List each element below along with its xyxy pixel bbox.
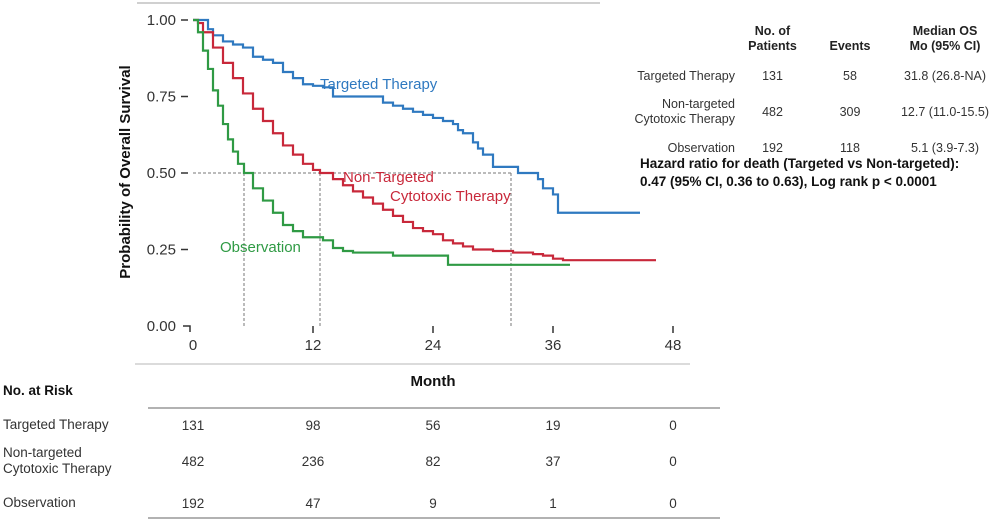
summary-header-events: Events: [829, 39, 871, 53]
x-tick-label: 0: [189, 337, 197, 354]
y-tick-label: 1.00: [147, 12, 176, 29]
summary-patients: 192: [762, 140, 783, 155]
summary-row: Targeted Therapy 131 58 31.8 (26.8-NA): [600, 58, 1000, 94]
summary-header-patients: No. of Patients: [748, 24, 797, 53]
risk-value: 482: [181, 453, 205, 469]
risk-value: 236: [301, 453, 325, 469]
risk-value: 56: [425, 417, 441, 433]
y-axis-title: Probability of Overall Survival: [117, 65, 134, 278]
summary-header-group: [600, 24, 735, 58]
x-tick-label: 36: [545, 337, 562, 354]
summary-median-os: 5.1 (3.9-7.3): [910, 140, 980, 155]
risk-row: Targeted Therapy 131 98 56 19 0: [0, 410, 720, 440]
risk-value: 47: [305, 495, 321, 511]
series-label-targeted-therapy: Targeted Therapy: [320, 76, 438, 93]
x-tick-label: 12: [305, 337, 322, 354]
risk-row-label: Targeted Therapy: [3, 417, 109, 432]
risk-table-title: No. at Risk: [3, 383, 73, 398]
risk-value: 19: [545, 417, 561, 433]
x-axis-title: Month: [411, 373, 456, 390]
summary-group: Non-targeted Cytotoxic Therapy: [634, 97, 735, 126]
risk-row: Non-targeted Cytotoxic Therapy 482 236 82 37 0: [0, 445, 720, 476]
summary-group: Observation: [667, 140, 735, 155]
risk-row: Observation 192 47 9 1 0: [0, 488, 720, 518]
risk-row-label: Non-targeted Cytotoxic Therapy: [3, 445, 112, 476]
x-tick-label: 24: [425, 337, 442, 354]
summary-group: Targeted Therapy: [637, 68, 735, 83]
series-label-non-targeted-cytotoxic: Non-Targeted Cytotoxic Therapy: [343, 169, 511, 205]
y-tick-label: 0.50: [147, 165, 176, 182]
summary-events: 58: [843, 68, 857, 83]
summary-row: Non-targeted Cytotoxic Therapy 482 309 12.7 …: [600, 94, 1000, 130]
summary-median-os: 12.7 (11.0-15.5): [900, 104, 990, 119]
hazard-ratio-annotation: Hazard ratio for death (Targeted vs Non-…: [640, 156, 960, 189]
risk-value: 98: [305, 417, 321, 433]
summary-median-os: 31.8 (26.8-NA): [904, 68, 986, 83]
risk-row-label: Observation: [3, 495, 76, 510]
km-curve-targeted-therapy: [193, 18, 640, 214]
y-tick-label: 0.75: [147, 89, 176, 106]
risk-value: 131: [181, 417, 205, 433]
summary-patients: 131: [762, 68, 783, 83]
km-curve-observation: [193, 18, 570, 266]
summary-patients: 482: [762, 104, 783, 119]
y-tick-label: 0.25: [147, 242, 176, 259]
risk-value: 0: [669, 495, 677, 511]
risk-value: 0: [669, 417, 677, 433]
risk-value: 0: [669, 453, 677, 469]
summary-table: No. of Patients Events Median OS Mo (95% C…: [600, 24, 1000, 166]
y-tick-mark: [183, 325, 191, 332]
series-label-line: Cytotoxic Therapy: [390, 188, 511, 205]
risk-value: 82: [425, 453, 441, 469]
km-curve-non-targeted-cytotoxic-therapy: [193, 18, 656, 262]
risk-value: 192: [181, 495, 205, 511]
summary-header-median-os: Median OS Mo (95% CI): [909, 24, 981, 53]
risk-value: 37: [545, 453, 561, 469]
series-label-line: Non-Targeted: [343, 169, 434, 186]
y-tick-label: 0.00: [147, 318, 176, 335]
summary-events: 118: [840, 140, 860, 155]
summary-row: Observation 192 118 5.1 (3.9-7.3): [600, 130, 1000, 166]
summary-events: 309: [839, 104, 861, 119]
x-tick-label: 48: [665, 337, 682, 354]
series-label-observation: Observation: [220, 239, 301, 256]
risk-value: 9: [429, 495, 437, 511]
risk-value: 1: [549, 495, 557, 511]
